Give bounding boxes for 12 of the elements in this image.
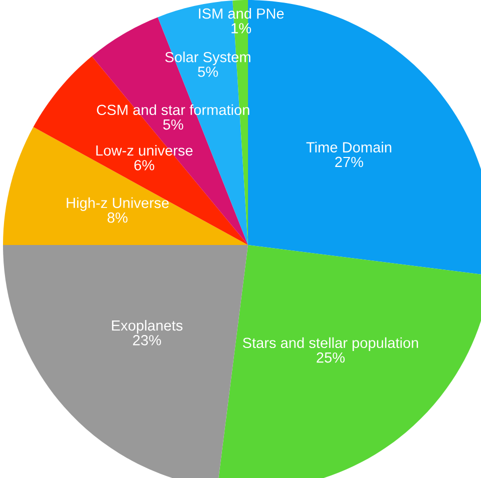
slice-label: Time Domain [306,142,392,152]
slice-label: Low-z universe [96,144,193,156]
data-label: 5% [198,66,218,77]
data-label: 5% [163,119,184,130]
slice-label: Exoplanets [112,320,182,334]
slice-label: High-z Universe [66,197,169,211]
slice-label: Stars and stellar population [242,337,418,351]
data-label: 27% [335,156,364,168]
data-label: 6% [134,160,154,170]
data-label: 25% [316,352,345,363]
data-label: 23% [133,335,161,346]
data-label: 8% [108,212,128,223]
